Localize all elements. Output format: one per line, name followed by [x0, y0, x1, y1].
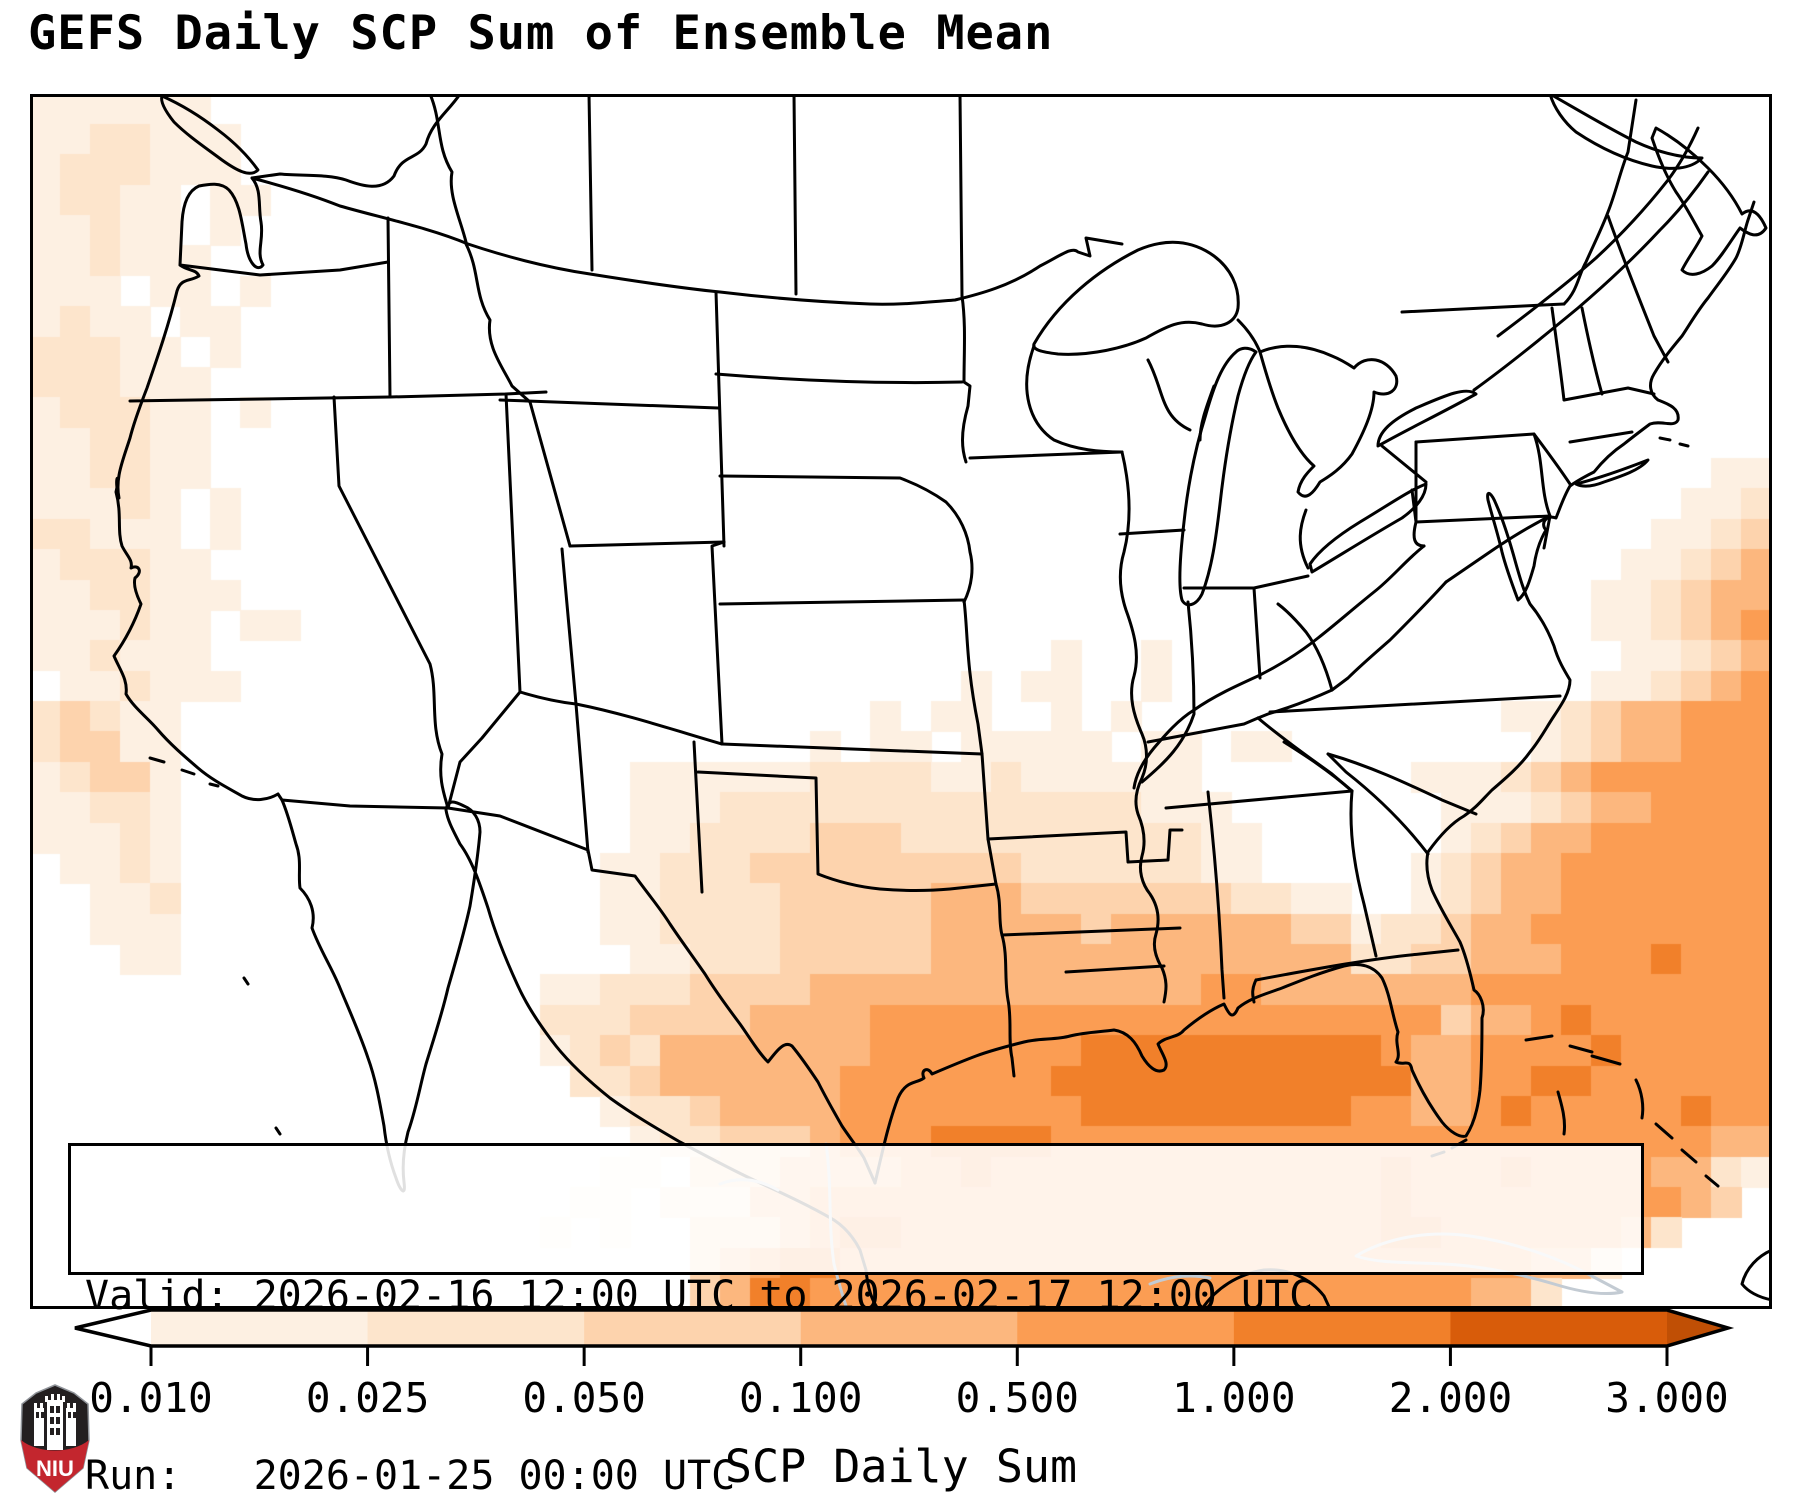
- colorbar-over-arrow: [1667, 1310, 1728, 1346]
- niu-red-band: [21, 1440, 89, 1492]
- colorbar-ticks: [149, 1346, 1669, 1366]
- colorbar-segment: [1017, 1310, 1235, 1346]
- figure-title: GEFS Daily SCP Sum of Ensemble Mean: [28, 6, 1054, 61]
- us-coast-and-borders: [112, 94, 1772, 1309]
- colorbar-axis-label: SCP Daily Sum: [724, 1440, 1078, 1493]
- map-boundaries-svg: [30, 94, 1772, 1309]
- map-frame: [30, 94, 1772, 1309]
- map-panel: Valid: 2026-02-16 12:00 UTC to 2026-02-1…: [30, 94, 1772, 1499]
- valid-time-text: Valid: 2026-02-16 12:00 UTC to 2026-02-1…: [85, 1273, 1314, 1319]
- colorbar-tick-label: 0.010: [89, 1374, 213, 1422]
- niu-logo: NIU: [20, 1384, 90, 1493]
- colorbar-under-arrow: [75, 1310, 151, 1346]
- colorbar-segment: [1450, 1310, 1668, 1346]
- colorbar-segments: [151, 1310, 1668, 1346]
- niu-castle-windows: [36, 1406, 76, 1435]
- colorbar-tick-label: 0.025: [305, 1374, 430, 1422]
- colorbar-segment: [800, 1310, 1018, 1346]
- colorbar-segment: [151, 1310, 369, 1346]
- colorbar-tick-label: 0.100: [738, 1374, 863, 1422]
- colorbar-tick-label: 1.000: [1172, 1374, 1296, 1422]
- niu-text: NIU: [36, 1456, 74, 1481]
- colorbar-tick-label: 0.500: [955, 1374, 1079, 1422]
- run-time-text: Run: 2026-01-25 00:00 UTC: [85, 1453, 736, 1499]
- colorbar-tick-label: 3.000: [1605, 1374, 1729, 1422]
- colorbar-tick-label: 2.000: [1388, 1374, 1513, 1422]
- colorbar-segment: [1233, 1310, 1451, 1346]
- annotation-box: Valid: 2026-02-16 12:00 UTC to 2026-02-1…: [68, 1143, 1644, 1499]
- colorbar-segment: [367, 1310, 585, 1346]
- colorbar-tick-label: 0.050: [522, 1374, 646, 1422]
- colorbar-segment: [584, 1310, 802, 1346]
- colorbar: [74, 1308, 1735, 1366]
